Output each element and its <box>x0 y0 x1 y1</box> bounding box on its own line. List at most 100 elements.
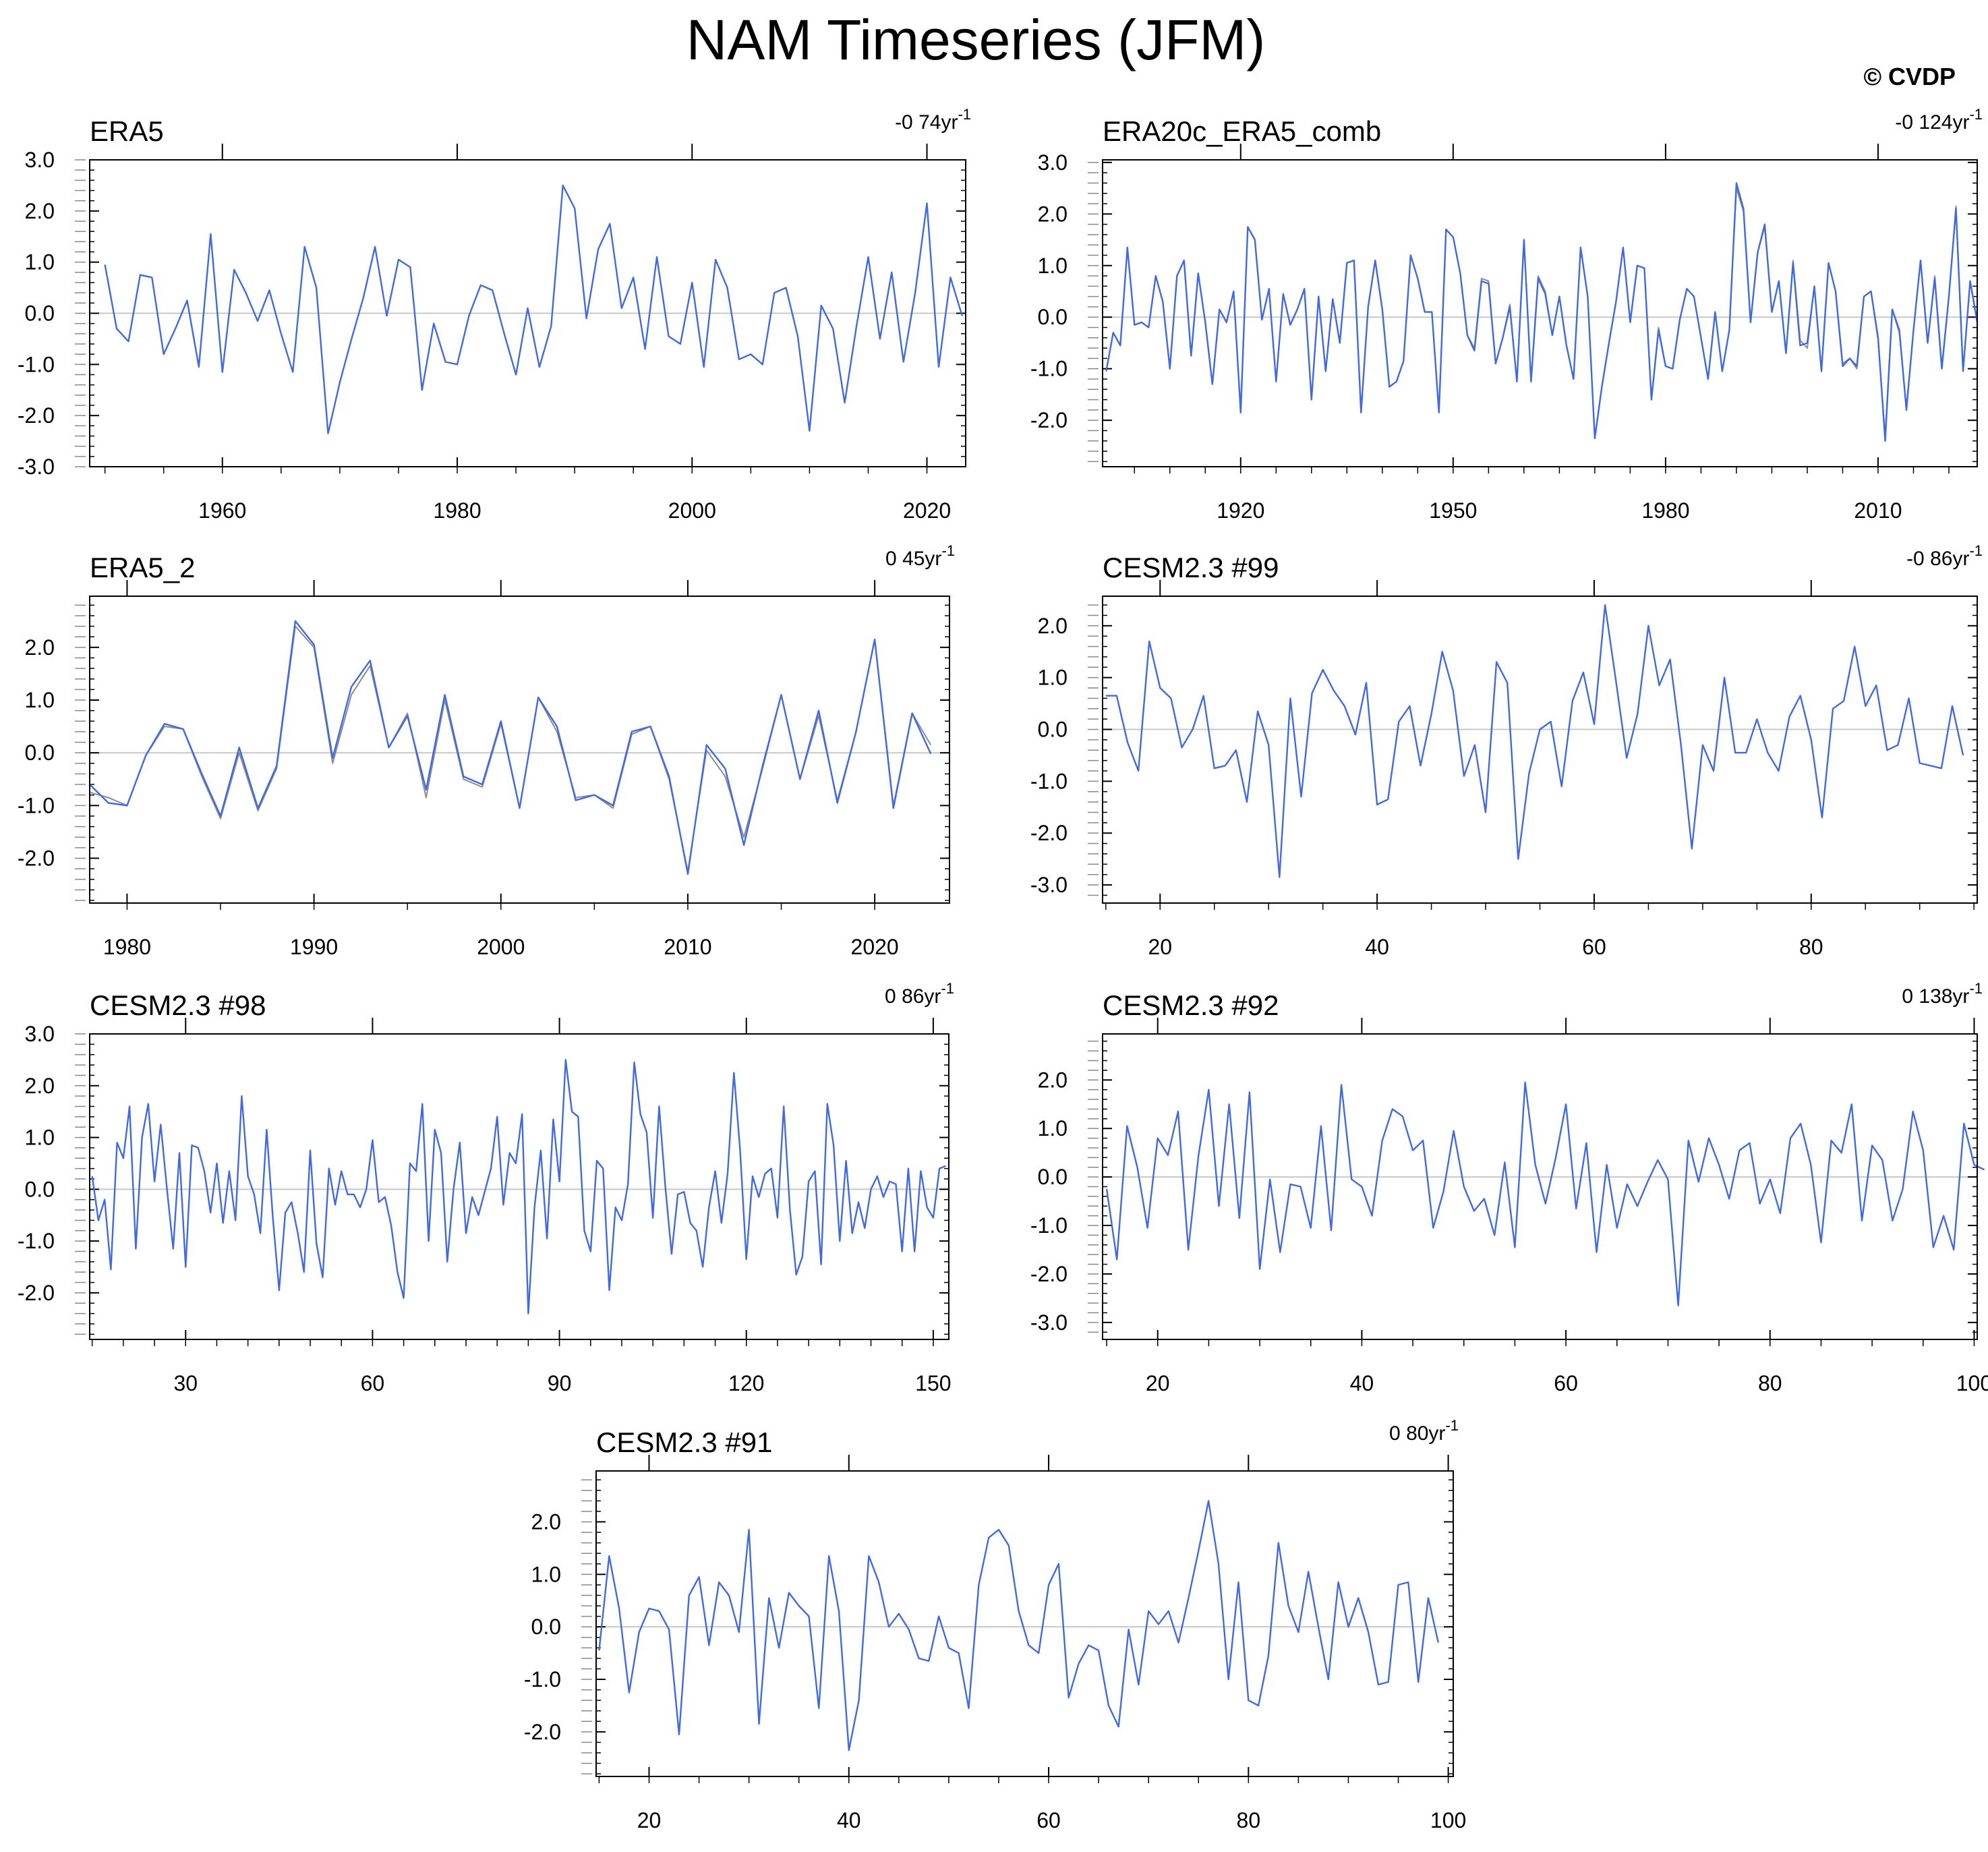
series-line-main <box>1105 1081 1985 1306</box>
y-tick-label: 3.0 <box>25 148 55 172</box>
trend-label: -0 74yr-1 <box>895 106 971 134</box>
trend-value: 0 86yr <box>885 985 941 1008</box>
chart-panels: ERA5 -0 74yr-1-3.0-2.0-1.00.01.02.03.0196… <box>18 106 1988 1832</box>
y-tick-label: 1.0 <box>25 250 55 274</box>
x-tick-label: 80 <box>1758 1371 1782 1395</box>
y-tick-label: 2.0 <box>1038 1068 1068 1092</box>
trend-label: 0 86yr-1 <box>885 980 954 1008</box>
panel-title: ERA5 <box>90 115 164 147</box>
watermark: © CVDP <box>1863 63 1956 90</box>
trend-value: -0 74yr <box>895 111 958 134</box>
panel-title: ERA5_2 <box>90 552 195 583</box>
y-tick-label: -1.0 <box>1030 357 1068 381</box>
y-tick-label: 0.0 <box>531 1615 561 1639</box>
y-tick-label: -1.0 <box>18 352 55 376</box>
y-tick-label: -3.0 <box>1030 1310 1068 1335</box>
panel-title: CESM2.3 #92 <box>1103 989 1279 1021</box>
x-tick-label: 100 <box>1430 1808 1466 1832</box>
chart-panel: ERA5 -0 74yr-1 -3.0 -2.0 -1.0 0.0 1.0 2.0 3.0 196… <box>18 106 971 523</box>
plot-frame <box>89 159 966 467</box>
chart-panel: CESM2.3 #98 0 86yr-1 -2.0 -1.0 0.0 1.0 2.0 3.0 3… <box>18 980 954 1395</box>
y-tick-label: 2.0 <box>25 635 55 660</box>
y-tick-label: -2.0 <box>18 846 55 871</box>
chart-panel: ERA5_2 0 45yr-1 -2.0 -1.0 0.0 1.0 2.0 1980 1990 2… <box>18 542 955 959</box>
y-tick-label: 1.0 <box>1038 666 1068 690</box>
series-line-main <box>598 1500 1439 1752</box>
y-tick-label: -2.0 <box>18 1281 55 1305</box>
trend-label: 0 45yr-1 <box>885 542 955 570</box>
y-tick-label: 1.0 <box>1038 1116 1068 1140</box>
trend-label: 0 138yr-1 <box>1902 980 1983 1008</box>
trend-value: -0 124yr <box>1895 111 1969 134</box>
y-tick-label: -2.0 <box>1030 408 1068 432</box>
trend-unit-exponent: -1 <box>941 542 955 559</box>
y-tick-label: 0.0 <box>1038 718 1068 742</box>
x-tick-label: 30 <box>173 1371 198 1395</box>
y-tick-label: 0.0 <box>1038 305 1068 329</box>
trend-value: 0 80yr <box>1389 1422 1445 1445</box>
chart-panel: ERA20c_ERA5_comb -0 124yr-1 -2.0 -1.0 0.0 1.0… <box>1030 106 1983 523</box>
trend-value: -0 86yr <box>1906 548 1969 570</box>
plot-frame <box>1102 1033 1978 1340</box>
x-tick-label: 1980 <box>103 935 151 959</box>
chart-panel: CESM2.3 #99 -0 86yr-1 -3.0 -2.0 -1.0 0.0 1.0 2.… <box>1030 542 1983 959</box>
panel-title: ERA20c_ERA5_comb <box>1103 115 1381 147</box>
y-tick-label: 2.0 <box>25 1074 55 1098</box>
y-tick-label: -1.0 <box>1030 769 1068 793</box>
y-tick-label: 1.0 <box>531 1562 561 1586</box>
y-tick-label: 2.0 <box>25 199 55 223</box>
y-tick-label: -1.0 <box>18 1229 55 1253</box>
trend-unit-exponent: -1 <box>1445 1417 1459 1434</box>
panel-title: CESM2.3 #99 <box>1103 552 1279 583</box>
y-tick-label: -3.0 <box>1030 873 1068 897</box>
x-tick-label: 120 <box>728 1371 764 1395</box>
panel-title: CESM2.3 #98 <box>90 989 266 1021</box>
plot-frame <box>1102 159 1978 467</box>
y-tick-label: -2.0 <box>1030 821 1068 845</box>
y-tick-label: 2.0 <box>531 1510 561 1534</box>
plot-frame <box>89 1033 949 1340</box>
y-tick-label: 3.0 <box>25 1022 55 1046</box>
series-line-main <box>91 1059 946 1314</box>
x-tick-label: 60 <box>1554 1371 1578 1395</box>
chart-panel: CESM2.3 #91 0 80yr-1 -2.0 -1.0 0.0 1.0 2.0 20 40… <box>524 1417 1466 1832</box>
x-tick-label: 80 <box>1237 1808 1261 1832</box>
chart-panel: CESM2.3 #92 0 138yr-1 -3.0 -2.0 -1.0 0.0 1.0 2.… <box>1030 980 1988 1395</box>
x-tick-label: 2010 <box>664 935 711 959</box>
y-tick-label: -2.0 <box>524 1720 561 1744</box>
x-tick-label: 40 <box>1365 935 1389 959</box>
panel-title: CESM2.3 #91 <box>596 1426 772 1458</box>
x-tick-label: 1950 <box>1429 498 1477 523</box>
y-tick-label: -1.0 <box>524 1667 561 1691</box>
y-tick-label: 1.0 <box>25 1126 55 1150</box>
plot-frame <box>1102 596 1978 904</box>
x-tick-label: 1990 <box>290 935 338 959</box>
x-tick-label: 40 <box>1350 1371 1374 1395</box>
y-tick-label: 1.0 <box>25 688 55 712</box>
series-line-main <box>1105 604 1964 878</box>
y-tick-label: 0.0 <box>25 1177 55 1201</box>
x-tick-label: 20 <box>1148 935 1172 959</box>
trend-label: 0 80yr-1 <box>1389 1417 1459 1445</box>
x-tick-label: 1920 <box>1217 498 1264 523</box>
x-tick-label: 60 <box>361 1371 385 1395</box>
y-tick-label: 0.0 <box>1038 1165 1068 1189</box>
y-tick-label: -2.0 <box>18 403 55 428</box>
trend-value: 0 138yr <box>1902 985 1969 1008</box>
y-tick-label: -1.0 <box>18 793 55 817</box>
x-tick-label: 2010 <box>1854 498 1902 523</box>
y-tick-label: -1.0 <box>1030 1213 1068 1238</box>
x-tick-label: 2020 <box>851 935 899 959</box>
x-tick-label: 100 <box>1956 1371 1988 1395</box>
x-tick-label: 1960 <box>198 498 246 523</box>
figure-title: NAM Timeseries (JFM) <box>686 8 1266 71</box>
y-tick-label: 2.0 <box>1038 202 1068 226</box>
x-tick-label: 60 <box>1036 1808 1061 1832</box>
x-tick-label: 1980 <box>1641 498 1689 523</box>
series-line-main <box>104 184 963 434</box>
plot-frame <box>89 596 950 904</box>
y-tick-label: 2.0 <box>1038 614 1068 638</box>
plot-frame <box>595 1470 1454 1777</box>
x-tick-label: 20 <box>637 1808 662 1832</box>
